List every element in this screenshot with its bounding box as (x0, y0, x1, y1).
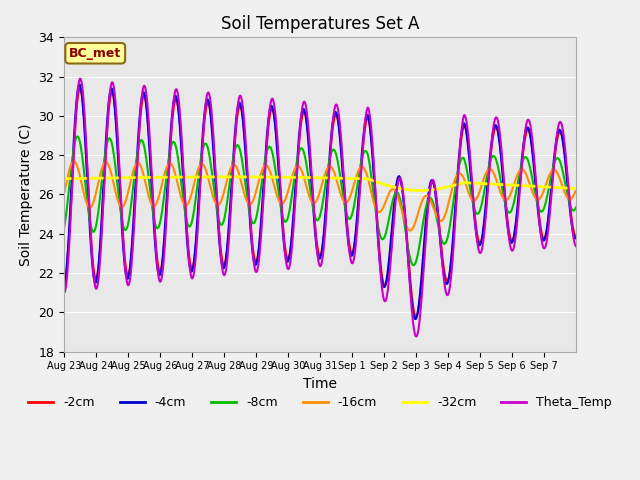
-4cm (121, 263, 129, 269)
Title: Soil Temperatures Set A: Soil Temperatures Set A (221, 15, 419, 33)
-32cm (241, 174, 248, 180)
-16cm (260, 164, 268, 170)
-32cm (214, 174, 222, 180)
-4cm (373, 223, 381, 229)
Line: -32cm: -32cm (64, 177, 576, 191)
-2cm (215, 225, 223, 231)
-4cm (215, 234, 223, 240)
-4cm (76, 82, 83, 87)
-2cm (260, 188, 268, 193)
Line: -8cm: -8cm (64, 136, 576, 265)
-32cm (120, 175, 128, 180)
Theta_Temp (60, 289, 68, 295)
-32cm (260, 174, 268, 180)
-32cm (402, 187, 410, 192)
-4cm (241, 133, 248, 139)
Line: -16cm: -16cm (64, 161, 576, 230)
-32cm (60, 176, 68, 181)
Theta_Temp (260, 193, 268, 199)
Line: -2cm: -2cm (64, 88, 576, 316)
-16cm (241, 191, 248, 196)
-2cm (572, 233, 580, 239)
-32cm (373, 179, 381, 185)
-2cm (76, 85, 84, 91)
-4cm (572, 235, 580, 241)
Theta_Temp (373, 217, 381, 223)
X-axis label: Time: Time (303, 377, 337, 391)
Theta_Temp (121, 260, 129, 265)
-8cm (572, 204, 580, 210)
-4cm (402, 225, 410, 230)
-8cm (74, 133, 81, 139)
Theta_Temp (241, 119, 248, 124)
-16cm (60, 190, 68, 196)
-8cm (60, 225, 68, 230)
Legend: -2cm, -4cm, -8cm, -16cm, -32cm, Theta_Temp: -2cm, -4cm, -8cm, -16cm, -32cm, Theta_Te… (23, 391, 617, 414)
Text: BC_met: BC_met (69, 47, 122, 60)
-8cm (410, 263, 418, 268)
Line: -4cm: -4cm (64, 84, 576, 319)
-2cm (121, 255, 129, 261)
-4cm (260, 180, 268, 186)
-2cm (412, 313, 420, 319)
Line: Theta_Temp: Theta_Temp (64, 79, 576, 336)
-16cm (373, 208, 381, 214)
Y-axis label: Soil Temperature (C): Soil Temperature (C) (19, 123, 33, 266)
Theta_Temp (215, 227, 223, 232)
-16cm (406, 228, 414, 233)
-8cm (373, 218, 381, 224)
-16cm (572, 187, 580, 193)
-2cm (402, 219, 410, 225)
-4cm (60, 283, 68, 289)
-4cm (412, 316, 420, 322)
Theta_Temp (413, 334, 420, 339)
-16cm (121, 201, 129, 206)
Theta_Temp (572, 243, 580, 249)
-2cm (60, 280, 68, 286)
-32cm (225, 174, 233, 180)
-32cm (572, 186, 580, 192)
-16cm (70, 158, 78, 164)
-16cm (402, 221, 410, 227)
-2cm (241, 129, 248, 135)
-2cm (373, 216, 381, 221)
-8cm (121, 227, 129, 233)
-8cm (260, 166, 268, 172)
Theta_Temp (402, 221, 410, 227)
-8cm (241, 172, 248, 178)
-16cm (215, 202, 223, 207)
-8cm (402, 230, 410, 236)
-8cm (215, 217, 223, 223)
Theta_Temp (76, 76, 84, 82)
-32cm (416, 188, 424, 193)
